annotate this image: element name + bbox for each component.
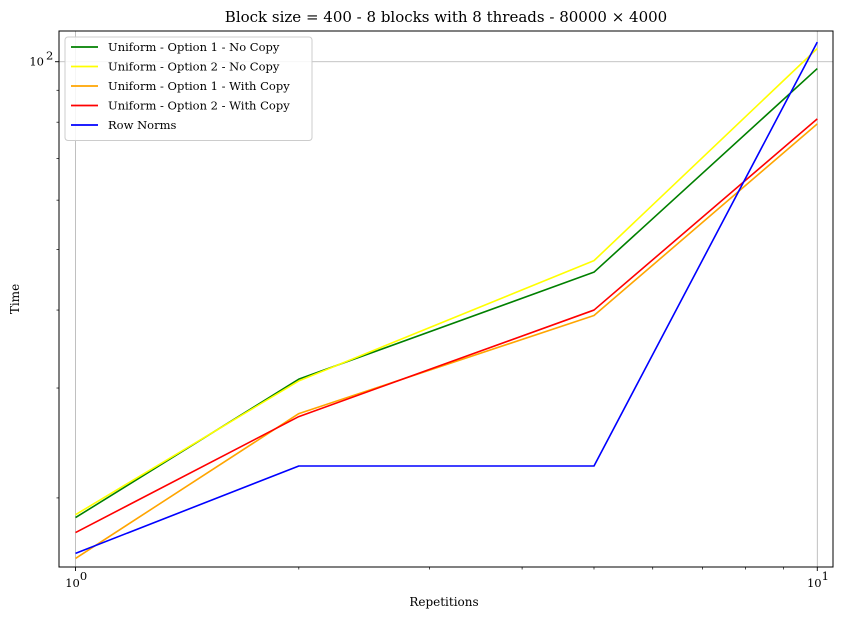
x-axis-label: Repetitions — [409, 595, 478, 609]
x-tick-exponent: 1 — [822, 569, 829, 583]
legend-box — [64, 36, 313, 141]
chart-title: Block size = 400 - 8 blocks with 8 threa… — [225, 8, 667, 26]
minor-ticks — [56, 89, 784, 570]
series-line-3 — [75, 123, 818, 560]
series-line-5 — [75, 41, 818, 555]
plot-frame — [58, 30, 834, 568]
x-tick-label: 10 — [65, 576, 80, 590]
x-tick-label: 10 — [807, 576, 822, 590]
legend: Uniform - Option 1 - No Copy Uniform - Op… — [64, 36, 313, 141]
legend-label: Row Norms — [108, 118, 176, 132]
x-tick-exponent: 0 — [80, 569, 87, 583]
series-line-4 — [75, 118, 818, 534]
series-line-2 — [75, 47, 818, 516]
legend-label: Uniform - Option 1 - No Copy — [108, 40, 280, 54]
y-tick-exponent: 2 — [46, 49, 53, 63]
legend-label: Uniform - Option 2 - With Copy — [108, 99, 290, 113]
legend-label: Uniform - Option 1 - With Copy — [108, 79, 290, 93]
series-layer — [75, 41, 818, 560]
legend-label: Uniform - Option 2 - No Copy — [108, 60, 280, 74]
y-tick-label: 10 — [29, 55, 44, 69]
y-axis-label: Time — [8, 284, 22, 314]
